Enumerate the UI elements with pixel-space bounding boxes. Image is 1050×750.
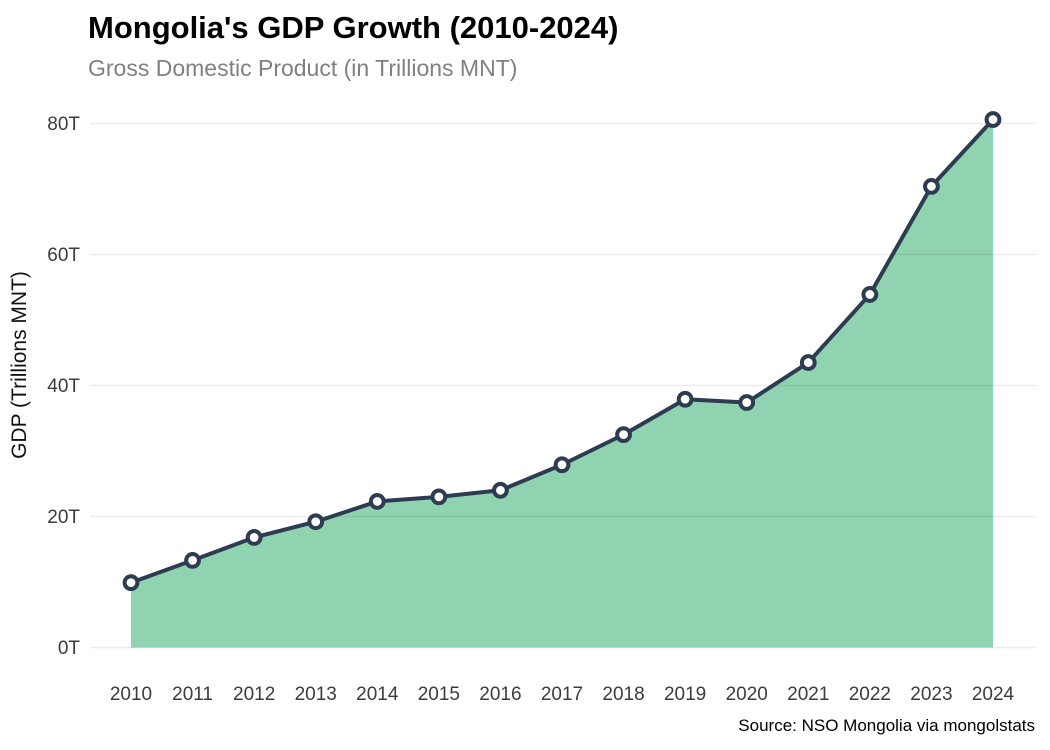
x-tick-label-2019: 2019	[664, 684, 706, 705]
plot-area: 0T 20T 40T 60T 80T 2010 2011 2012 2013 2014 2015 20…	[47, 111, 1037, 705]
x-tick-label-2023: 2023	[910, 684, 952, 705]
y-tick-label-80T: 80T	[47, 114, 80, 135]
data-point-2022	[861, 286, 879, 303]
x-tick-label-2012: 2012	[233, 684, 275, 705]
data-point-2010	[122, 574, 140, 592]
source-credit: Source: NSO Mongolia via mongolstats	[738, 716, 1035, 735]
x-tick-label-2014: 2014	[356, 684, 399, 705]
x-tick-label-2013: 2013	[295, 684, 337, 705]
data-point-2023	[923, 177, 940, 195]
data-point-2016	[492, 481, 509, 499]
y-tick-label-60T: 60T	[47, 245, 80, 266]
y-tick-label-40T: 40T	[47, 376, 80, 397]
data-point-2019	[676, 390, 694, 408]
chart-subtitle: Gross Domestic Product (in Trillions MNT…	[88, 55, 517, 81]
data-point-2020	[738, 394, 756, 411]
y-axis-label: GDP (Trillions MNT)	[8, 271, 31, 459]
x-tick-label-2017: 2017	[541, 684, 583, 705]
data-point-2024	[984, 111, 1002, 128]
data-point-2018	[615, 426, 632, 444]
data-point-2012	[245, 529, 263, 546]
x-tick-label-2010: 2010	[110, 684, 152, 705]
x-tick-label-2022: 2022	[849, 684, 891, 705]
chart-title: Mongolia's GDP Growth (2010-2024)	[88, 10, 618, 45]
x-tick-label-2024: 2024	[972, 684, 1015, 705]
data-point-2014	[368, 493, 386, 510]
gdp-area-fill	[131, 119, 993, 648]
x-tick-label-2011: 2011	[172, 684, 213, 705]
data-point-2017	[553, 456, 571, 474]
x-tick-label-2020: 2020	[726, 684, 768, 705]
data-point-2021	[799, 354, 817, 371]
data-point-2011	[184, 551, 201, 569]
x-tick-label-2018: 2018	[602, 684, 644, 705]
x-tick-label-2015: 2015	[418, 684, 460, 705]
data-point-2013	[307, 513, 325, 531]
data-point-2015	[430, 488, 448, 506]
x-tick-label-2016: 2016	[479, 684, 521, 705]
y-tick-label-0T: 0T	[58, 638, 81, 659]
x-tick-label-2021: 2021	[787, 684, 829, 705]
y-tick-label-20T: 20T	[47, 507, 80, 528]
